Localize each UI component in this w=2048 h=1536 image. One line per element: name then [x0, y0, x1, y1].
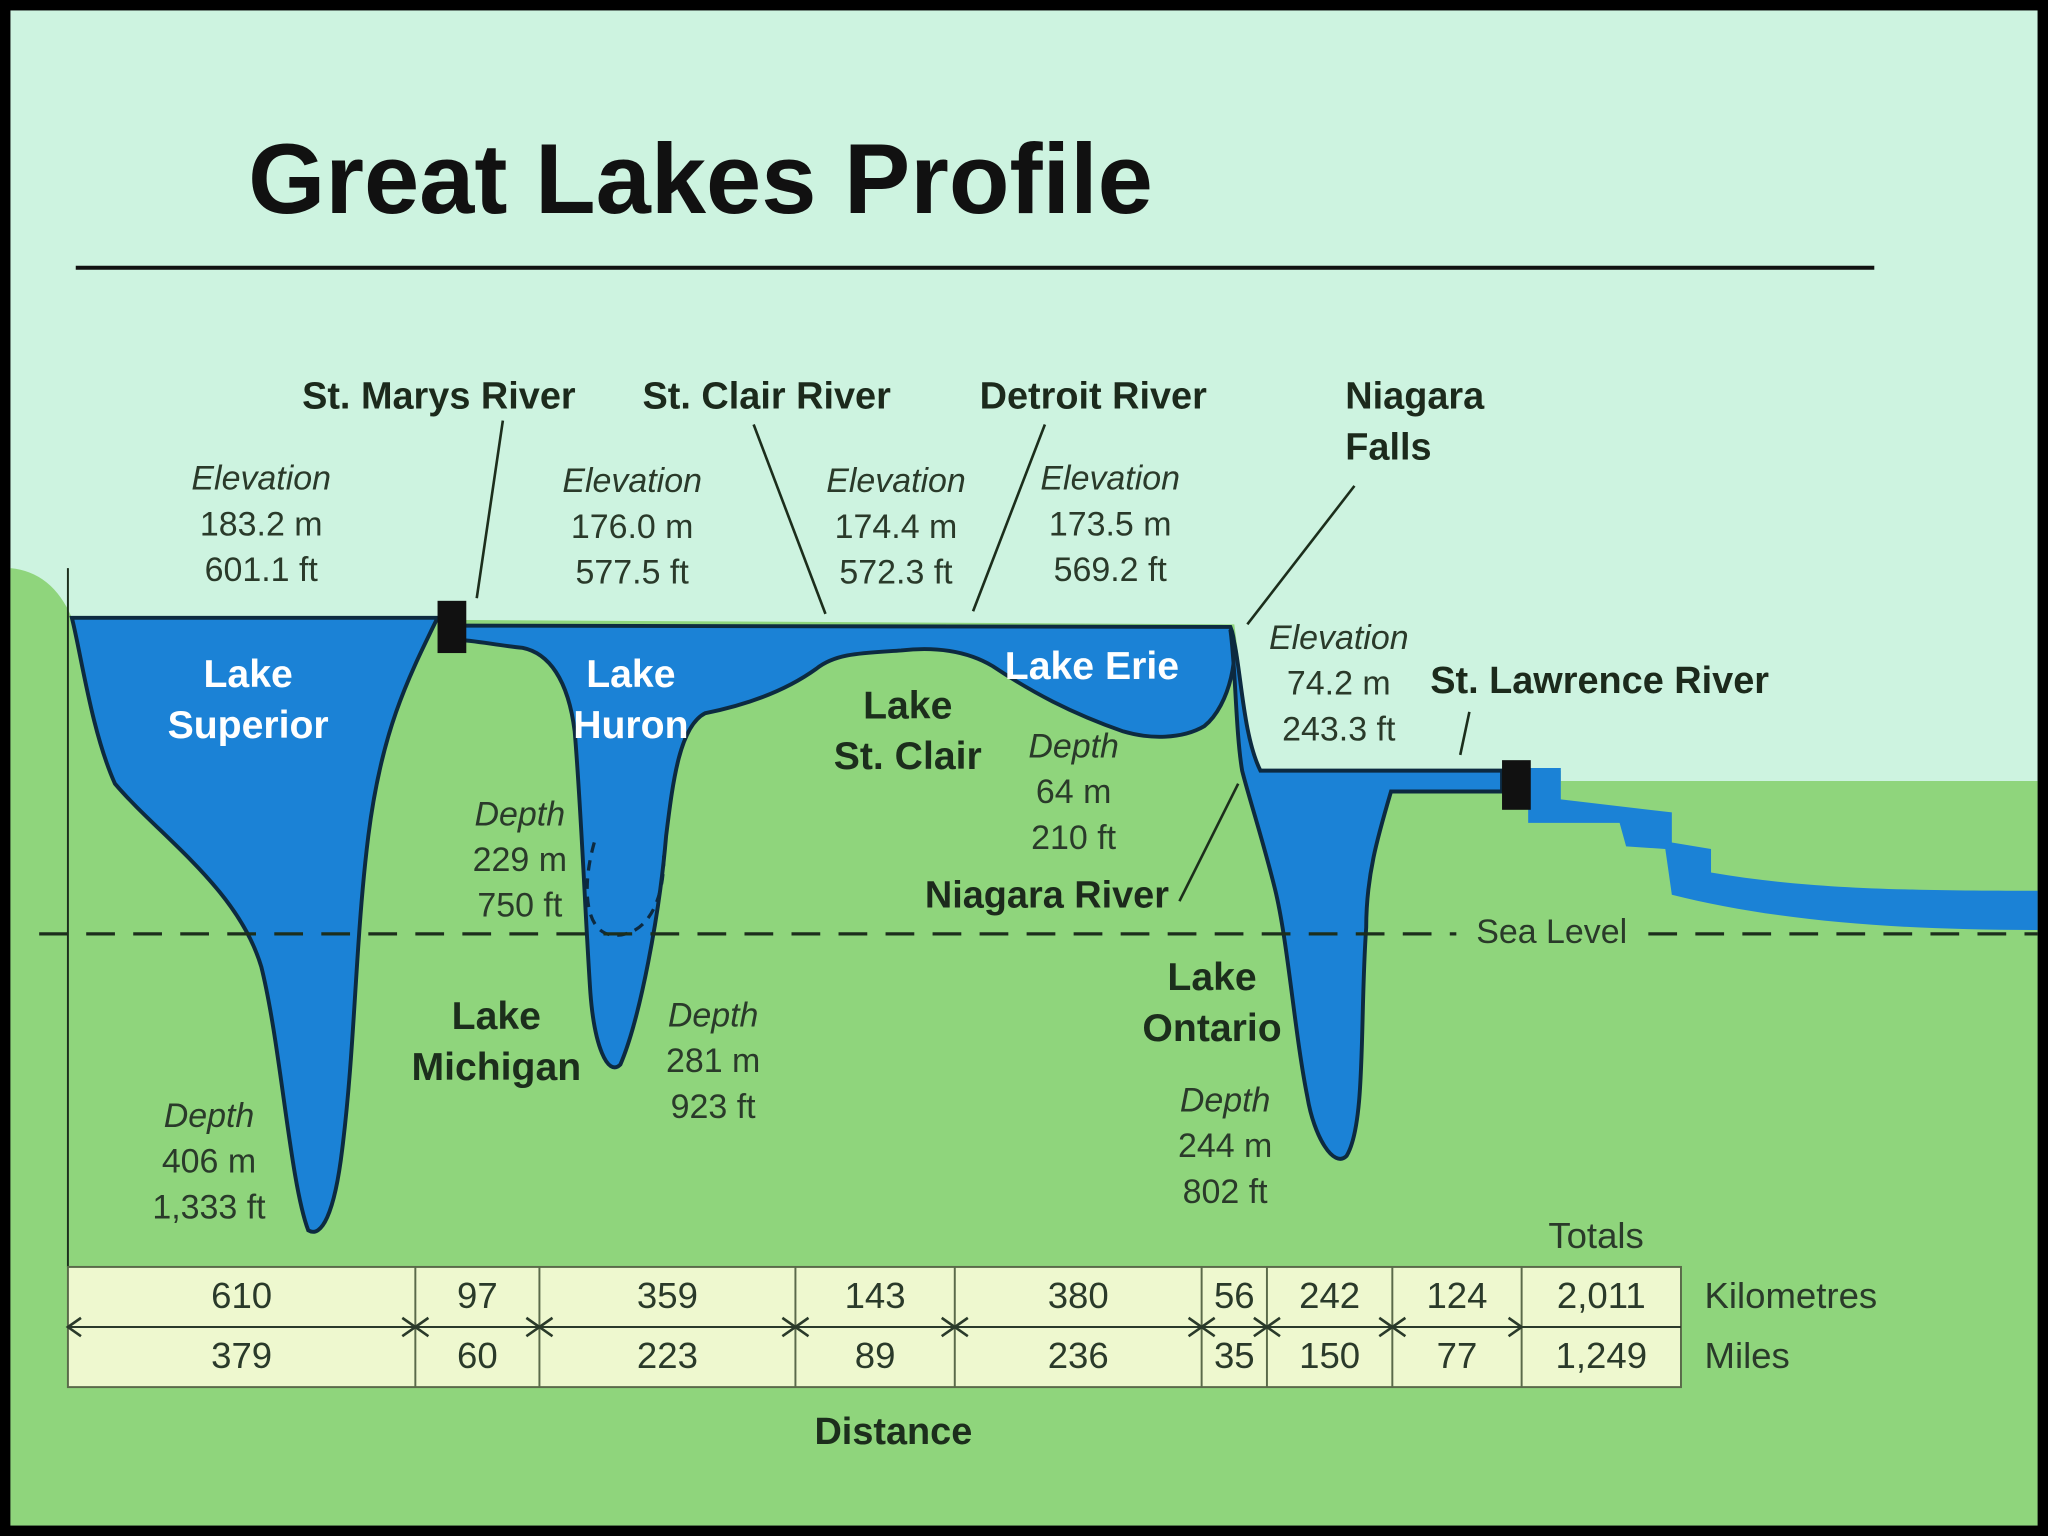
- distance-cell: 380: [1048, 1275, 1109, 1316]
- distance-cell: 2,011: [1557, 1275, 1646, 1316]
- elevation-value: 601.1 ft: [205, 551, 319, 589]
- pointer: [475, 420, 505, 599]
- elevation-label: Elevation: [1269, 619, 1409, 657]
- depth-label: Depth: [1180, 1081, 1271, 1119]
- lake-michigan-outline: [585, 842, 666, 937]
- distance-cell: 610: [211, 1275, 272, 1316]
- lake-name: Lake: [452, 995, 541, 1038]
- elevation-value: 176.0 m: [571, 508, 694, 546]
- elevation-value: 572.3 ft: [839, 554, 953, 592]
- depth-label: Depth: [668, 996, 759, 1034]
- distance-arrow: [1390, 1316, 1524, 1338]
- distance-unit: Miles: [1704, 1335, 1789, 1376]
- elevation-value: 577.5 ft: [576, 554, 690, 592]
- distance-cell: 56: [1214, 1275, 1255, 1316]
- lake-name: Ontario: [1142, 1007, 1281, 1050]
- pointer: [1246, 485, 1356, 626]
- depth-label: Depth: [1028, 727, 1119, 765]
- totals-header: Totals: [1548, 1215, 1644, 1256]
- elevation-label: Elevation: [826, 462, 966, 500]
- labels: St. Marys River St. Clair River Detroit Ri…: [65, 375, 1877, 1453]
- lake-name: Lake: [586, 653, 675, 696]
- depth-value: 210 ft: [1031, 819, 1116, 857]
- lake-name: Lake: [863, 684, 952, 727]
- connector-label: Falls: [1345, 426, 1431, 468]
- distance-cell: 60: [457, 1335, 498, 1376]
- depth-value: 244 m: [1178, 1127, 1272, 1165]
- depth-value: 281 m: [666, 1042, 760, 1080]
- pointers: [475, 420, 1471, 902]
- lake-name: Superior: [168, 704, 329, 747]
- pointer: [1178, 783, 1240, 902]
- lake-name: Michigan: [411, 1046, 581, 1089]
- connector-label: St. Clair River: [643, 375, 892, 417]
- connector-label: St. Lawrence River: [1430, 660, 1769, 702]
- elevation-label: Elevation: [562, 462, 702, 500]
- depth-value: 923 ft: [671, 1088, 756, 1126]
- depth-label: Depth: [475, 795, 566, 833]
- elevation-label: Elevation: [1040, 460, 1180, 498]
- distance-cell: 223: [637, 1335, 698, 1376]
- distance-label: Distance: [814, 1411, 972, 1453]
- elevation-value: 174.4 m: [835, 508, 958, 546]
- elevation-value: 173.5 m: [1049, 505, 1172, 543]
- distance-cell: 97: [457, 1275, 498, 1316]
- lake-huron-erie-water: [455, 623, 1237, 1070]
- distance-cell: 150: [1299, 1335, 1360, 1376]
- depth-value: 1,333 ft: [152, 1188, 266, 1226]
- lake-superior-water: [69, 615, 441, 1234]
- distance-cell: 143: [845, 1275, 906, 1316]
- connector-label: Niagara: [1345, 375, 1485, 417]
- distance-cell: 242: [1299, 1275, 1360, 1316]
- distance-cell: 1,249: [1556, 1335, 1648, 1376]
- pointer: [752, 424, 827, 615]
- depth-label: Depth: [164, 1097, 255, 1135]
- distance-cell: 35: [1214, 1335, 1255, 1376]
- lake-ontario-water: [1228, 628, 1504, 1161]
- water: [69, 615, 2038, 1234]
- distance-cell: 89: [855, 1335, 896, 1376]
- elevation-value: 569.2 ft: [1054, 551, 1168, 589]
- title: Great Lakes Profile: [248, 124, 1153, 235]
- pointer: [1458, 711, 1471, 756]
- lock-st-lawrence: [1502, 760, 1531, 810]
- lake-name: Lake Erie: [1005, 645, 1179, 688]
- distance-cell: 379: [211, 1335, 272, 1376]
- lake-name: Lake: [1167, 956, 1256, 999]
- lake-name: Lake: [204, 653, 293, 696]
- elevation-label: Elevation: [191, 460, 331, 498]
- elevation-value: 243.3 ft: [1282, 710, 1396, 748]
- pointer: [971, 424, 1047, 612]
- distance-unit: Kilometres: [1704, 1275, 1877, 1316]
- lake-name: St. Clair: [834, 735, 982, 778]
- distance-cell: 77: [1437, 1335, 1478, 1376]
- depth-value: 64 m: [1036, 773, 1111, 811]
- connector-label: Detroit River: [980, 375, 1207, 417]
- sea-level-label: Sea Level: [1476, 913, 1627, 951]
- depth-value: 229 m: [473, 841, 567, 879]
- connector-label: Niagara River: [925, 874, 1169, 916]
- connector-label: St. Marys River: [302, 375, 576, 417]
- elevation-value: 74.2 m: [1287, 665, 1391, 703]
- elevation-value: 183.2 m: [200, 505, 323, 543]
- lake-name: Huron: [573, 704, 688, 747]
- depth-value: 406 m: [162, 1143, 256, 1181]
- distance-cell: 124: [1426, 1275, 1487, 1316]
- depth-value: 750 ft: [477, 887, 562, 925]
- lock-st-marys: [437, 600, 467, 654]
- st-lawrence-water: [1528, 768, 2038, 930]
- depth-value: 802 ft: [1183, 1173, 1268, 1211]
- distance-cell: 359: [637, 1275, 698, 1316]
- distance-cell: 236: [1048, 1335, 1109, 1376]
